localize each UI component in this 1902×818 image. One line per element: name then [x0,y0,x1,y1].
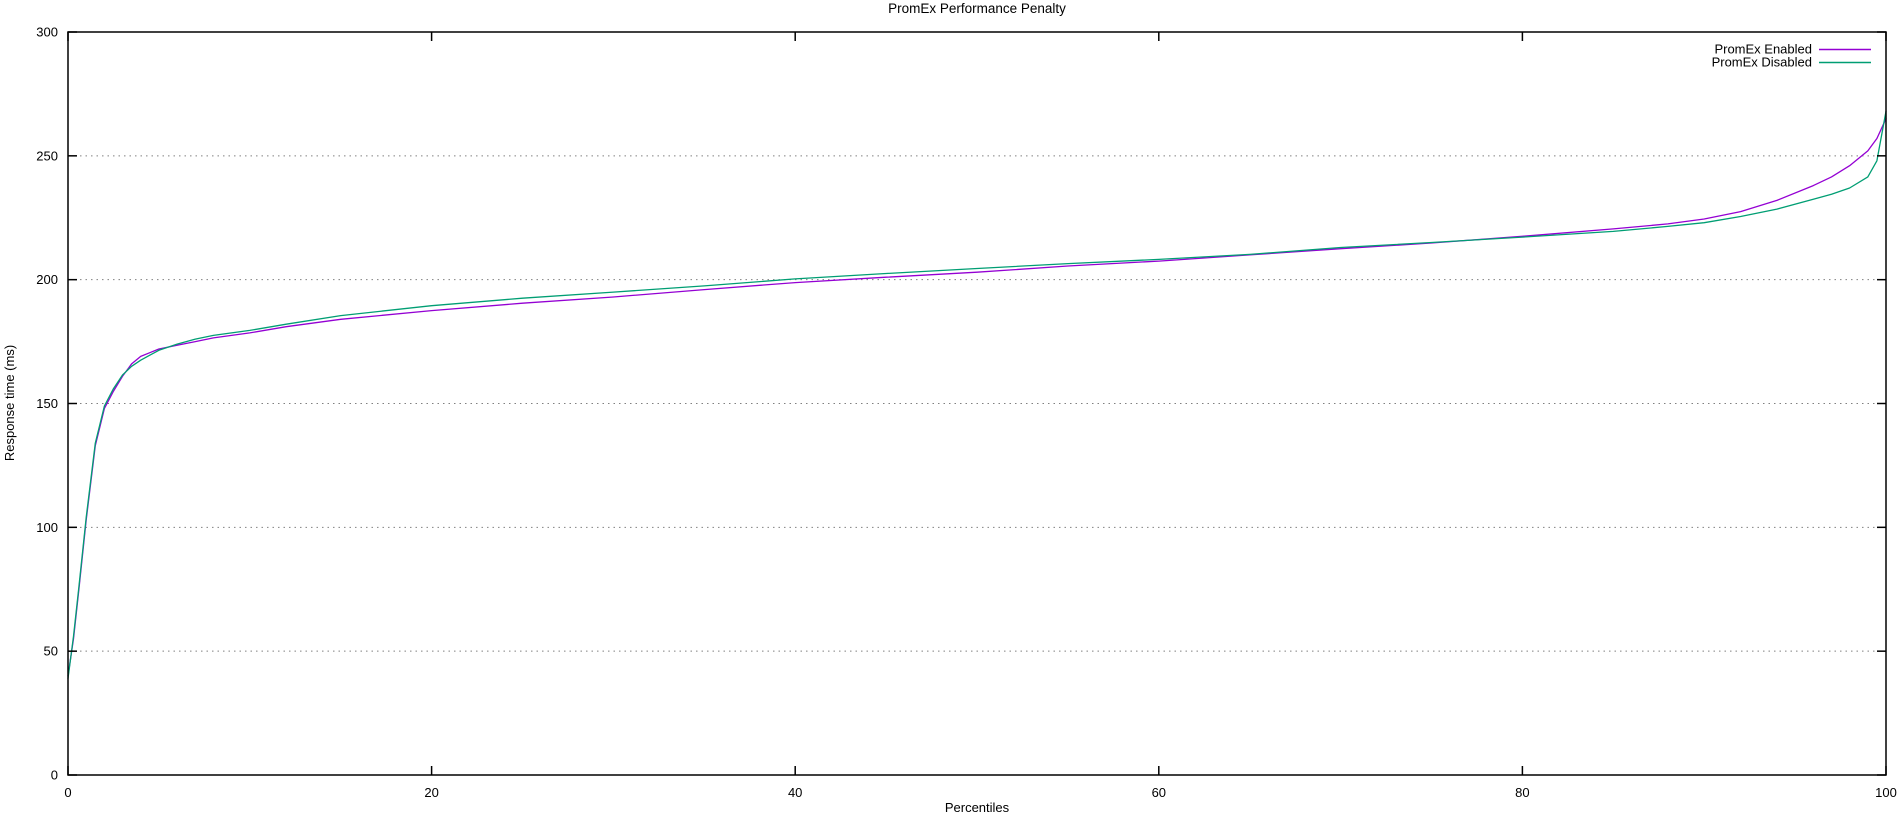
x-tick-label: 80 [1515,785,1529,800]
legend-entry-promex-disabled: PromEx Disabled [1712,55,1871,70]
y-tick-label: 300 [36,25,58,40]
legend-entry-promex-enabled: PromEx Enabled [1714,42,1871,57]
y-tick-label: 250 [36,148,58,163]
series-line-promex-enabled [67,118,1887,677]
legend-label-promex-disabled: PromEx Disabled [1712,55,1812,70]
x-tick-label: 60 [1152,785,1166,800]
y-tick-label: 200 [36,272,58,287]
series-layer [67,110,1887,680]
x-tick-label: 0 [64,785,71,800]
y-tick-label: 150 [36,396,58,411]
series-line-promex-disabled [67,110,1887,680]
x-tick-label: 100 [1875,785,1897,800]
y-tick-label: 0 [51,768,58,783]
legend-label-promex-enabled: PromEx Enabled [1714,42,1812,57]
x-tick-label: 20 [424,785,438,800]
x-tick-label: 40 [788,785,802,800]
y-axis-label: Response time (ms) [2,345,17,461]
plot-border [67,31,1887,776]
y-tick-label: 100 [36,520,58,535]
y-tick-label: 50 [44,644,58,659]
axis-layer: 0 50 100 150 200 250 300 0 20 40 60 80 100 [36,25,1897,801]
x-axis-label: Percentiles [945,800,1010,815]
legend: PromEx Enabled PromEx Disabled [1712,42,1871,70]
grid-layer [69,155,1885,652]
chart-title: PromEx Performance Penalty [888,1,1066,16]
